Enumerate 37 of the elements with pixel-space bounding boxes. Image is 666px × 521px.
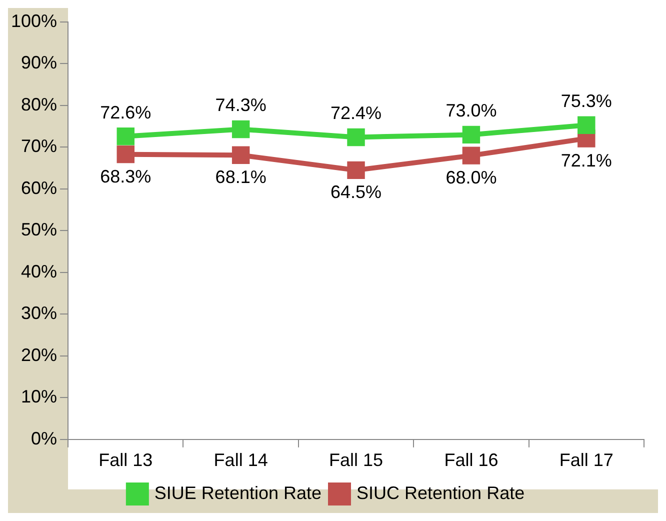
point <box>116 145 134 164</box>
data-label: 68.0% <box>446 168 497 188</box>
y-tick-label: 10% <box>21 386 58 407</box>
y-tick-label: 70% <box>21 136 58 156</box>
data-label: 68.1% <box>215 167 266 188</box>
point <box>232 146 250 164</box>
point <box>347 161 365 180</box>
y-tick-label: 40% <box>21 261 58 282</box>
data-label: 64.5% <box>330 182 382 202</box>
y-tick-label: 80% <box>21 94 58 114</box>
data-label: 73.0% <box>446 100 497 121</box>
point <box>578 116 596 134</box>
legend-label: SIUC Retention Rate <box>356 482 525 503</box>
data-label: 72.1% <box>560 150 612 170</box>
point <box>462 126 480 144</box>
point <box>116 128 134 146</box>
x-tick-label: Fall 15 <box>329 450 384 470</box>
y-tick-label: 20% <box>21 344 58 365</box>
x-tick-label: Fall 16 <box>444 450 498 470</box>
y-tick-label: 60% <box>21 178 58 198</box>
data-label: 72.6% <box>100 102 152 122</box>
y-tick-label: 100% <box>10 10 58 31</box>
x-tick-label: Fall 17 <box>559 450 614 470</box>
y-tick-label: 30% <box>21 303 58 324</box>
x-tick-label: Fall 13 <box>98 450 153 470</box>
data-label: 75.3% <box>560 91 612 112</box>
point <box>462 146 480 164</box>
y-tick-label: 50% <box>21 220 58 240</box>
y-tick-label: 0% <box>31 428 58 448</box>
point <box>347 128 365 146</box>
data-label: 72.4% <box>330 103 382 124</box>
y-tick-label: 90% <box>21 52 58 73</box>
point <box>232 120 250 138</box>
legend-label: SIUE Retention Rate <box>154 482 322 503</box>
data-label: 74.3% <box>215 95 266 116</box>
x-tick-label: Fall 14 <box>214 450 268 470</box>
data-label: 68.3% <box>100 166 152 186</box>
